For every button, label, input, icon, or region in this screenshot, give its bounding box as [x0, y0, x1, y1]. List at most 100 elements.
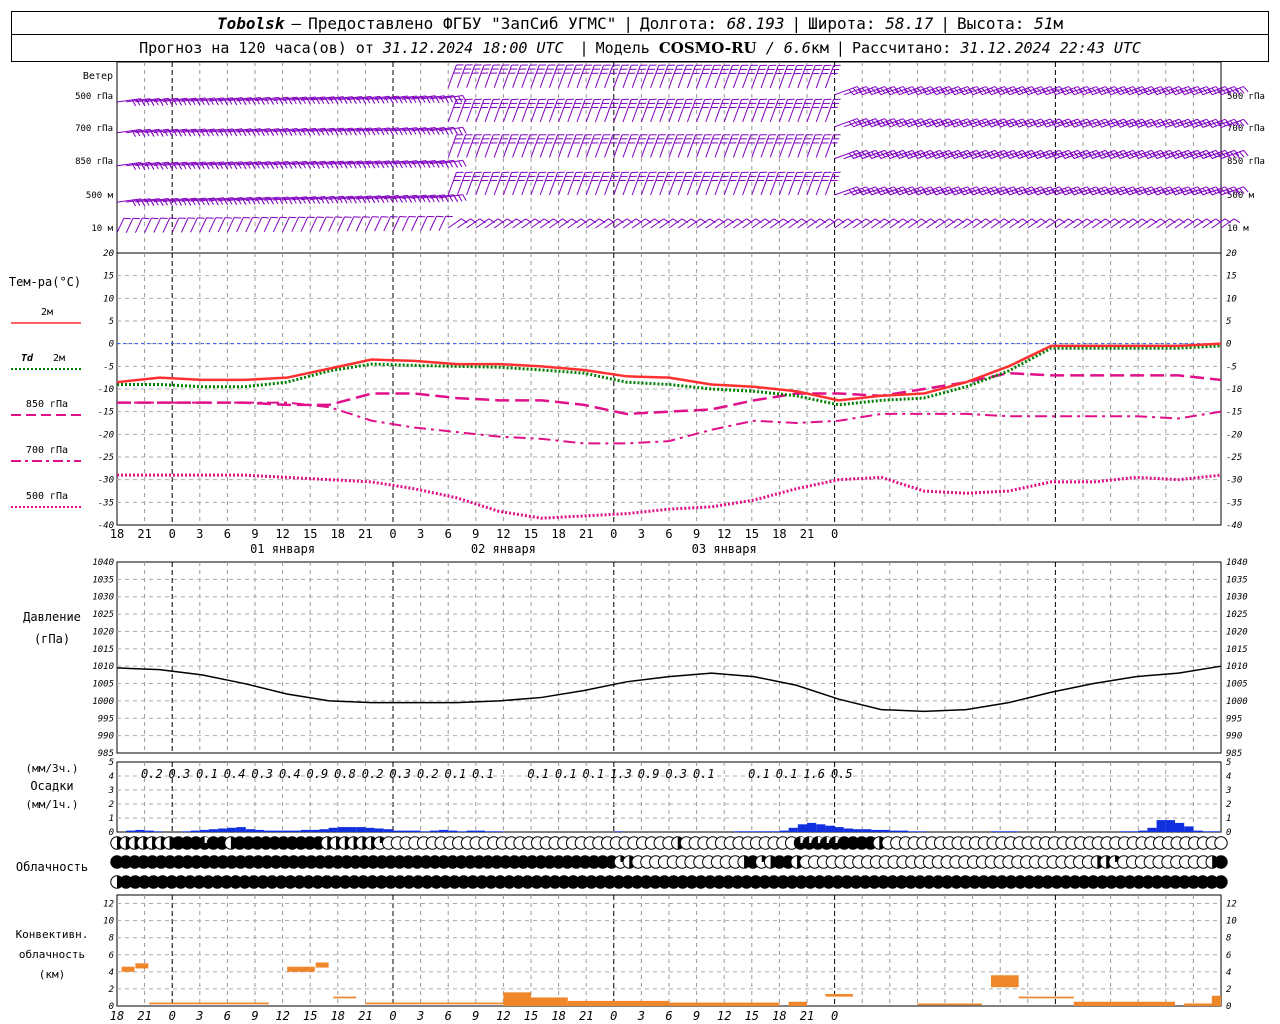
- precip-hourly-bar: [420, 831, 430, 832]
- wind-barb: [815, 218, 830, 229]
- pressure-unit: (гПа): [34, 632, 70, 646]
- wind-barb: [1027, 218, 1042, 229]
- convective-ytick-left: 2: [109, 985, 114, 995]
- pressure-ytick-right: 1005: [1226, 680, 1248, 690]
- wind-barb: [282, 217, 290, 232]
- wind-barb-feather: [453, 195, 459, 203]
- wind-barb: [1128, 218, 1143, 229]
- wind-barb-feather: [458, 195, 463, 202]
- wind-barb: [687, 218, 701, 229]
- wind-level-label-left: 500 гПа: [75, 92, 113, 102]
- wind-barb: [696, 99, 706, 123]
- wind-barb: [199, 217, 208, 233]
- date-label: 01 января: [250, 542, 315, 556]
- precip-3h-amount: 0.3: [251, 767, 273, 781]
- wind-barb: [824, 65, 835, 89]
- convective-ytick-right: 10: [1226, 917, 1237, 927]
- wind-barb: [751, 134, 761, 158]
- precip-3h-amount: 0.4: [279, 767, 301, 781]
- wind-barb: [650, 218, 664, 229]
- wind-barb: [668, 134, 678, 158]
- wind-barb: [769, 99, 779, 123]
- precipitation-title: Осадки: [30, 779, 73, 793]
- wind-barb: [824, 172, 835, 196]
- lon-label: Долгота:: [639, 13, 718, 33]
- time-tick-bottom: 9: [251, 1009, 258, 1023]
- time-tick-bottom: 21: [137, 1009, 151, 1023]
- precip-hourly-bar: [218, 828, 228, 832]
- wind-barb: [549, 218, 563, 229]
- wind-barb: [576, 99, 586, 123]
- wind-barb: [558, 65, 568, 88]
- wind-barb: [567, 99, 577, 123]
- wind-barb: [686, 172, 697, 196]
- wind-barb: [650, 134, 660, 158]
- precipitation-ytick-left: 4: [109, 772, 114, 782]
- pressure-ytick-left: 990: [98, 732, 114, 742]
- precip-hourly-bar: [917, 831, 927, 832]
- precip-hourly-bar: [310, 829, 320, 832]
- wind-barb: [521, 99, 531, 123]
- wind-barb: [604, 134, 614, 158]
- wind-barb-feather: [462, 160, 467, 167]
- wind-barb: [677, 172, 687, 196]
- wind-barb-feather: [453, 161, 459, 168]
- wind-barb: [254, 217, 263, 233]
- wind-barb: [742, 218, 756, 229]
- wind-barb: [1036, 218, 1051, 229]
- pressure-ytick-left: 985: [98, 749, 114, 759]
- temperature-ytick-right: 10: [1226, 294, 1237, 304]
- temperature-ytick-left: 0: [109, 340, 114, 350]
- wind-barb: [723, 172, 733, 196]
- alt-value: 51: [1034, 13, 1054, 33]
- wind-barb: [769, 218, 784, 229]
- wind-barb: [659, 134, 669, 158]
- precipitation-ytick-right: 1: [1226, 814, 1231, 824]
- wind-barb: [208, 217, 217, 233]
- wind-barb: [769, 134, 779, 158]
- precip-hourly-bar: [751, 831, 761, 832]
- wind-barb: [640, 65, 651, 89]
- wind-barb: [245, 217, 254, 233]
- precip-hourly-bar: [126, 830, 136, 832]
- wind-barb: [779, 218, 793, 229]
- precipitation-ytick-right: 4: [1226, 772, 1231, 782]
- wind-barb: [760, 172, 770, 196]
- wind-barb: [512, 218, 526, 229]
- wind-barb: [1055, 218, 1069, 229]
- temperature-title: Тем-ра(°C): [9, 275, 81, 289]
- wind-barb: [355, 216, 364, 232]
- wind-barb-feather: [1243, 119, 1249, 125]
- precip-3h-amount: 0.1: [748, 767, 770, 781]
- legend-label: 2м: [41, 307, 53, 318]
- wind-barb: [530, 134, 540, 158]
- header-forecast-line: Прогноз на 120 часа(ов) от 31.12.2024 18…: [11, 35, 1269, 62]
- wind-barb: [153, 217, 162, 233]
- precip-hourly-bar: [843, 828, 853, 832]
- wind-barb: [815, 134, 825, 158]
- wind-barb: [1091, 218, 1106, 229]
- temperature-ytick-left: -5: [103, 362, 114, 372]
- wind-barb: [1101, 218, 1115, 229]
- wind-level-label-right: 500 гПа: [1227, 92, 1265, 102]
- wind-barb: [502, 64, 513, 88]
- wind-title: Ветер: [83, 71, 113, 82]
- time-tick-top: 3: [638, 527, 645, 541]
- precip-hourly-bar: [908, 831, 918, 832]
- precip-hourly-bar: [245, 829, 255, 832]
- cloudiness-title: Облачность: [16, 860, 88, 874]
- time-tick-top: 15: [745, 527, 759, 541]
- precipitation-ytick-right: 2: [1226, 800, 1231, 810]
- convective-bar: [788, 1001, 807, 1006]
- precip-hourly-bar: [374, 828, 384, 832]
- wind-barb: [484, 218, 499, 229]
- wind-barb-feather: [1243, 86, 1249, 93]
- wind-barb: [162, 217, 171, 233]
- pressure-line: [116, 665, 1222, 713]
- header-station-line: Tobolsk — Предоставлено ФГБУ "ЗапСиб УГМ…: [11, 11, 1269, 35]
- precip-hourly-bar: [347, 827, 357, 832]
- wind-barb: [567, 134, 577, 158]
- time-tick-top: 18: [772, 527, 786, 541]
- wind-barb: [337, 216, 346, 232]
- precipitation-ytick-left: 1: [109, 814, 114, 824]
